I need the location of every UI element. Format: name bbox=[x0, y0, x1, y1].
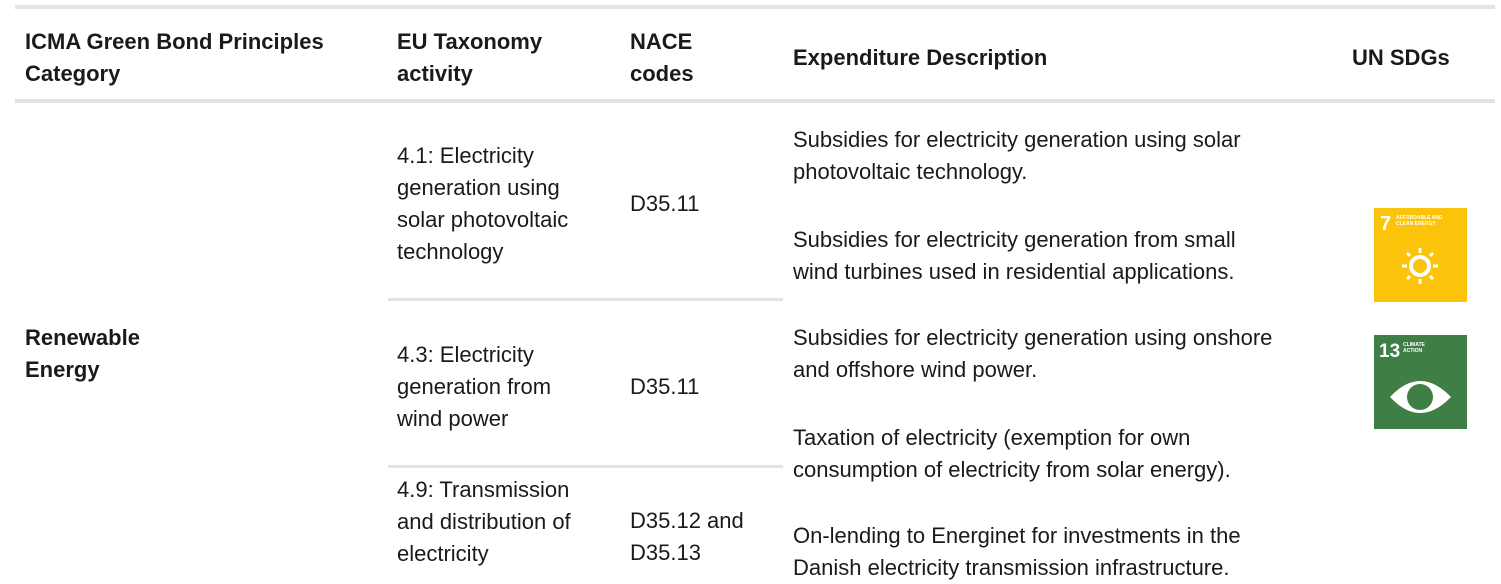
sdg-icon: 7 AFFORDABLE AND CLEAN ENERGY bbox=[1374, 208, 1467, 302]
description: Taxation of electricity (exemption for o… bbox=[793, 425, 1231, 482]
header-cell: ICMA Green Bond Principles Category bbox=[25, 29, 324, 86]
header-cell: UN SDGs bbox=[1352, 45, 1450, 70]
header-cell: Expenditure Description bbox=[793, 45, 1048, 70]
row-rule bbox=[388, 465, 783, 468]
header-cell: EU Taxonomy activity bbox=[397, 29, 543, 86]
activity: 4.9: Transmission and distribution of el… bbox=[397, 477, 571, 566]
top-rule bbox=[15, 5, 1495, 9]
description: On-lending to Energinet for investments … bbox=[793, 523, 1241, 580]
sdg-label: AFFORDABLE AND CLEAN ENERGY bbox=[1396, 215, 1443, 227]
nace-code: D35.11 bbox=[630, 191, 700, 216]
sdg-number: 7 bbox=[1380, 213, 1391, 235]
activity: 4.1: Electricity generation using solar … bbox=[397, 143, 569, 264]
description: Subsidies for electricity generation usi… bbox=[793, 325, 1273, 382]
header-cell: NACE codes bbox=[630, 29, 694, 86]
header-rule bbox=[15, 99, 1495, 103]
row-rule bbox=[388, 298, 783, 301]
description: Subsidies for electricity generation usi… bbox=[793, 127, 1241, 184]
sdg-number: 13 bbox=[1379, 341, 1400, 362]
sdg-icon: 13 CLIMATE ACTION bbox=[1374, 335, 1467, 429]
sdg-label: CLIMATE ACTION bbox=[1403, 342, 1426, 354]
nace-code: D35.11 bbox=[630, 374, 700, 399]
category: Renewable Energy bbox=[25, 325, 140, 382]
nace-code: D35.12 and D35.13 bbox=[630, 508, 744, 565]
description: Subsidies for electricity generation fro… bbox=[793, 227, 1236, 284]
activity: 4.3: Electricity generation from wind po… bbox=[397, 342, 552, 431]
